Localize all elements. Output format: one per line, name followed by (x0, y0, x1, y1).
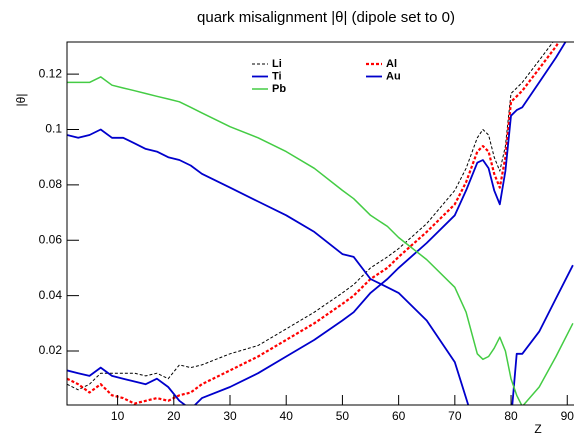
x-tick-label: 60 (392, 409, 406, 423)
x-tick-label: 70 (448, 409, 462, 423)
x-axis-label: Z (534, 422, 541, 436)
series-line (67, 76, 574, 405)
x-tick-label: 30 (223, 409, 237, 423)
legend-label: Ti (272, 70, 282, 82)
legend-label: Li (272, 58, 282, 70)
x-tick-label: 90 (561, 409, 574, 423)
series-line (67, 42, 560, 405)
series-line (67, 128, 574, 405)
x-tick-label: 80 (504, 409, 518, 423)
y-tick-label: 0.04 (39, 288, 63, 302)
y-tick-label: 0.12 (39, 66, 63, 80)
series-line (67, 42, 554, 391)
legend-label: Au (386, 70, 401, 82)
x-tick-label: 10 (111, 409, 125, 423)
y-tick-label: 0.02 (39, 343, 63, 357)
y-tick-label: 0.06 (39, 232, 63, 246)
x-tick-label: 50 (336, 409, 350, 423)
x-tick-label: 20 (167, 409, 181, 423)
x-tick-label: 40 (280, 409, 294, 423)
plot-area (67, 42, 574, 405)
chart-title: quark misalignment |θ| (dipole set to 0) (197, 9, 455, 26)
y-tick-label: 0.08 (39, 177, 63, 191)
y-tick-label: 0.1 (45, 122, 62, 136)
legend-label: Pb (272, 83, 286, 95)
frame (66, 41, 574, 406)
series-line (67, 42, 567, 405)
y-axis-label: |θ| (14, 94, 28, 107)
legend-label: Al (386, 58, 397, 70)
